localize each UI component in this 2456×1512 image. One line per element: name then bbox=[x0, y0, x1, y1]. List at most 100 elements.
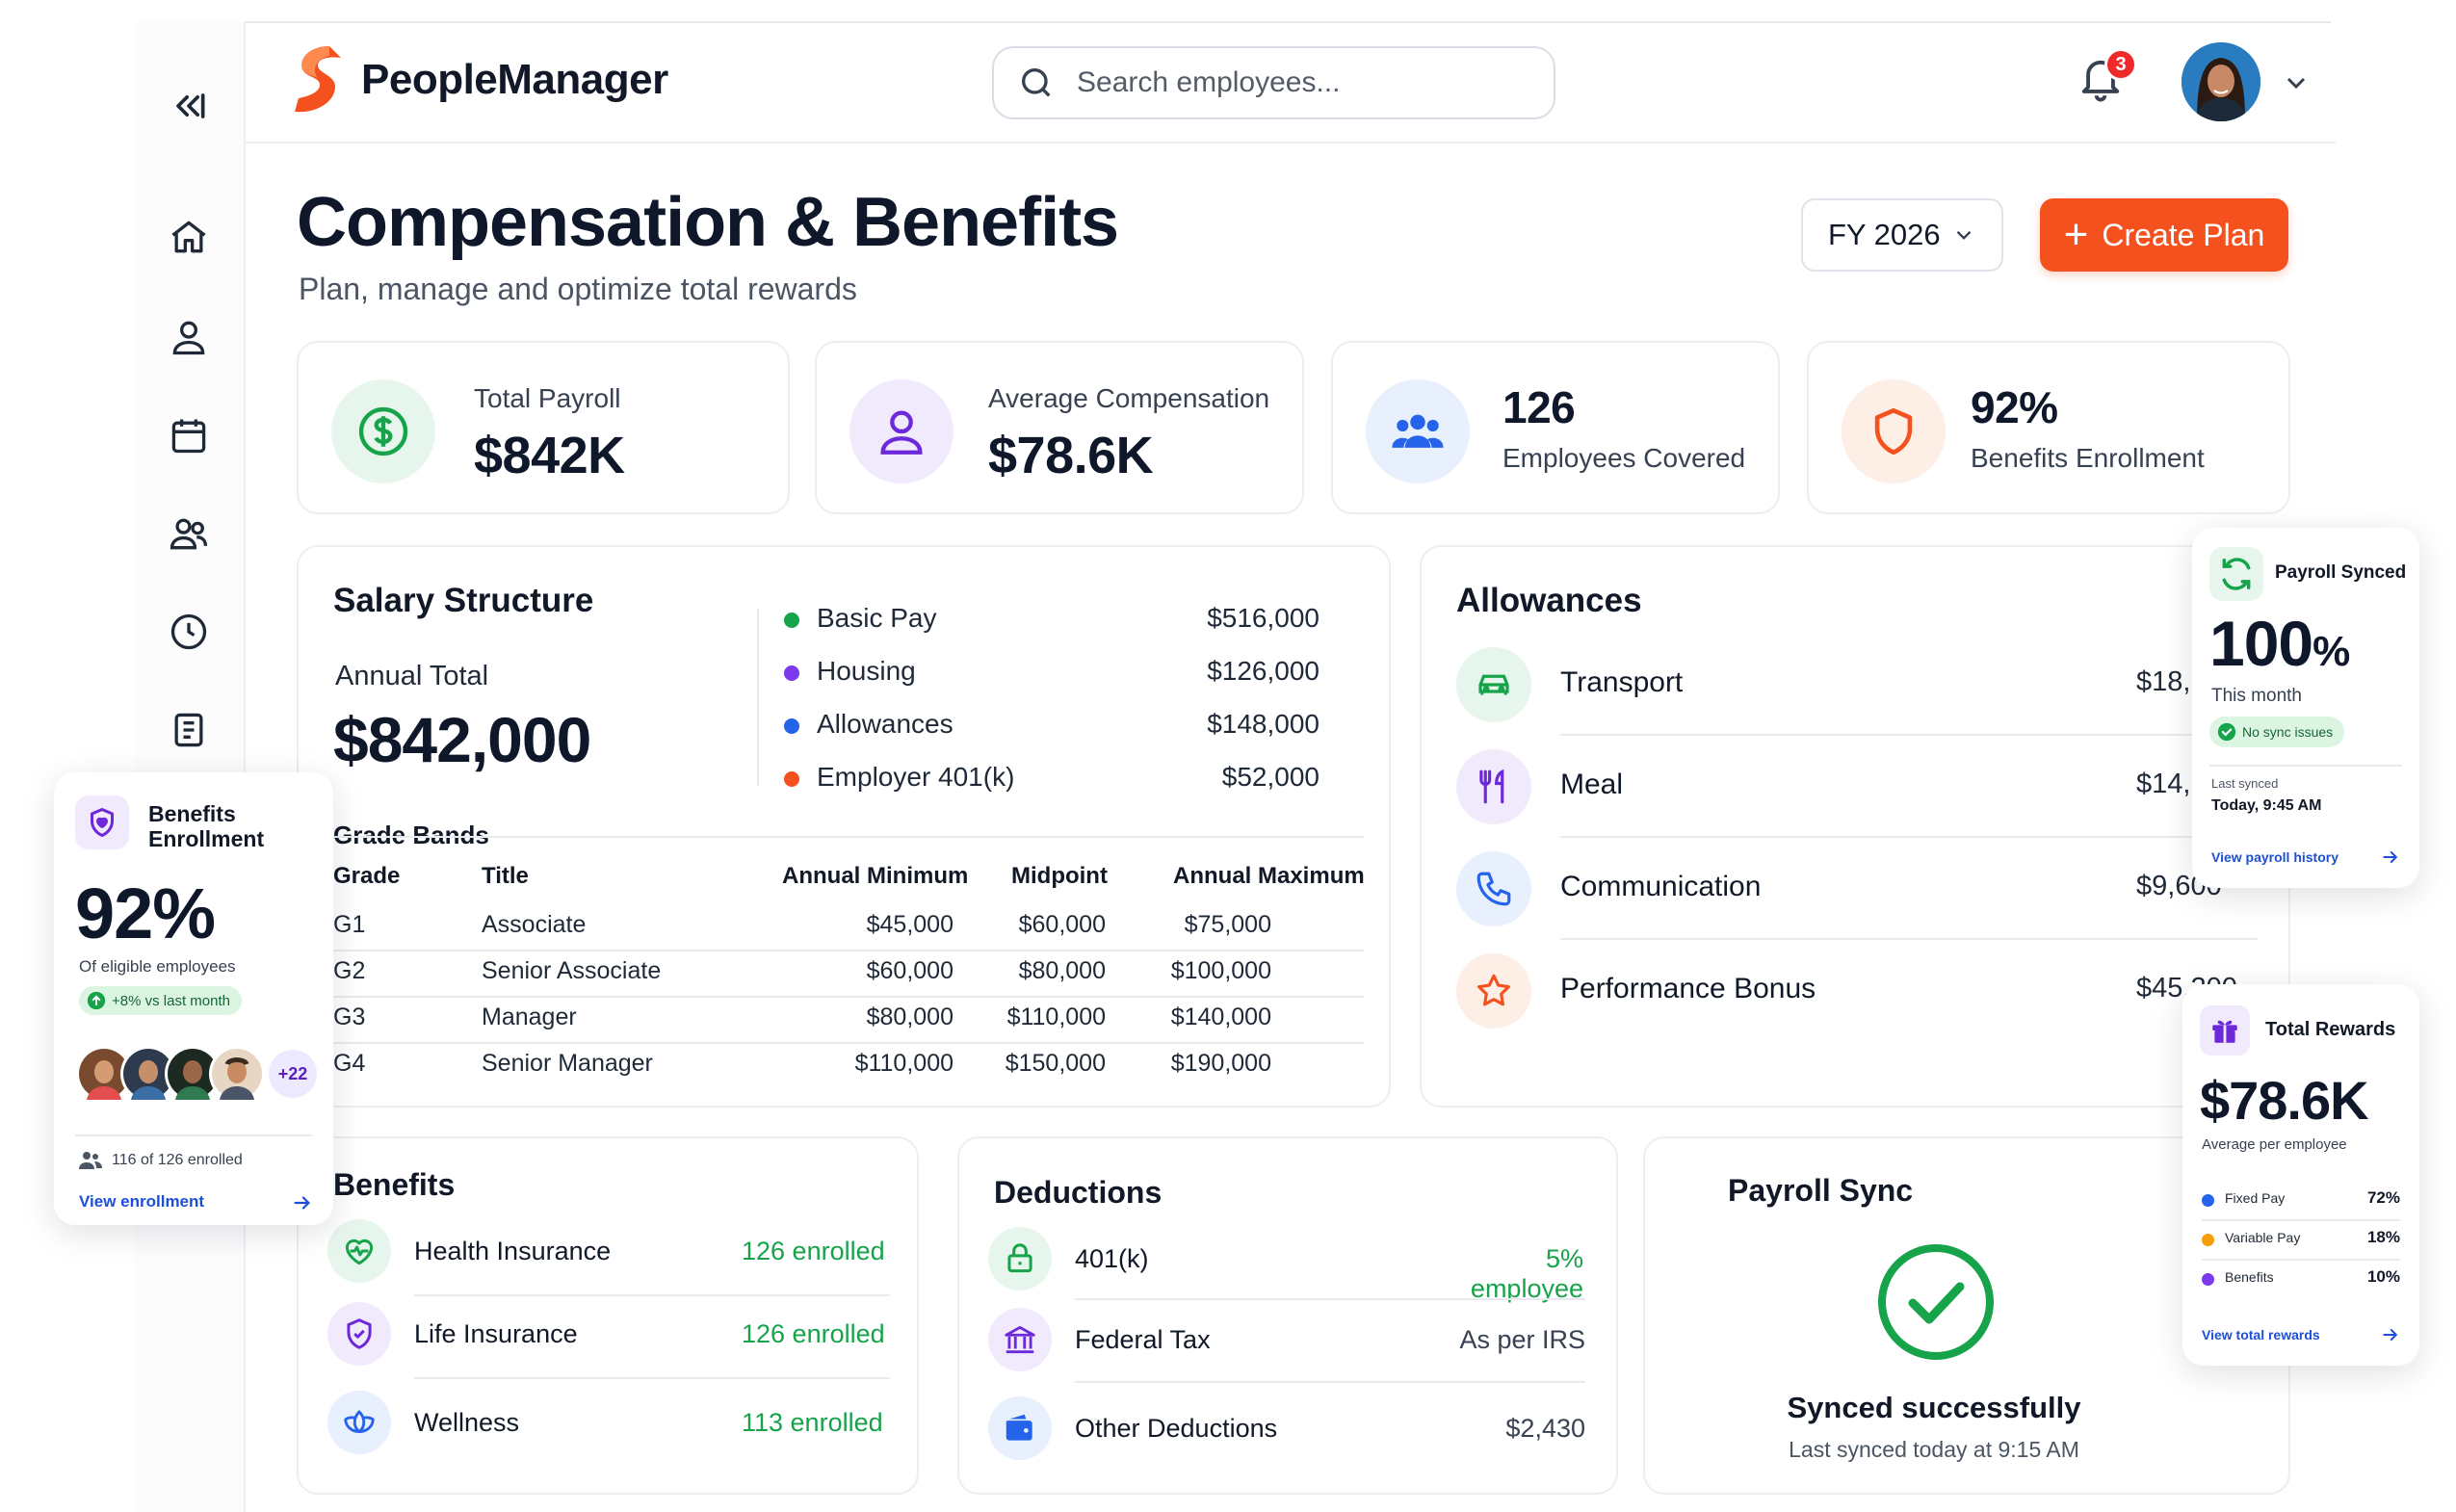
kpi-total-payroll[interactable]: Total Payroll $842K bbox=[297, 341, 790, 514]
last-synced-label: Last synced bbox=[2211, 776, 2279, 791]
more-avatars-badge[interactable]: +22 bbox=[266, 1047, 320, 1101]
reward-label: Benefits bbox=[2225, 1269, 2274, 1285]
divider bbox=[1075, 1298, 1585, 1300]
widget-title: Payroll Synced bbox=[2275, 562, 2407, 583]
reward-value: 18% bbox=[2366, 1228, 2400, 1246]
grade-bands-title: Grade Bands bbox=[333, 821, 489, 849]
avatar bbox=[76, 1046, 132, 1102]
shield-icon bbox=[1842, 379, 1946, 483]
salary-structure-card: Salary Structure Annual Total $842,000 B… bbox=[297, 545, 1391, 1108]
kpi-label: Average Compensation bbox=[988, 383, 1270, 413]
team-icon bbox=[79, 1152, 102, 1169]
car-icon bbox=[1456, 647, 1531, 722]
phone-icon bbox=[1456, 851, 1531, 926]
chevron-down-icon[interactable] bbox=[2281, 67, 2312, 98]
section-title: Deductions bbox=[994, 1175, 1163, 1210]
arrow-right-icon[interactable] bbox=[2381, 847, 2400, 867]
benefit-label: Life Insurance bbox=[414, 1319, 578, 1348]
arrow-right-icon[interactable] bbox=[2381, 1325, 2400, 1344]
amount-cell: $80,000 bbox=[1018, 957, 1106, 984]
legend-dot bbox=[784, 718, 799, 734]
user-avatar[interactable] bbox=[2182, 42, 2260, 121]
collapse-left-icon[interactable] bbox=[162, 79, 216, 133]
divider bbox=[414, 1294, 890, 1296]
report-icon[interactable] bbox=[162, 703, 216, 757]
delta-text: +8% vs last month bbox=[112, 992, 230, 1009]
sync-status: Synced successfully bbox=[1787, 1391, 2081, 1424]
view-total-rewards-link[interactable]: View total rewards bbox=[2202, 1327, 2320, 1343]
arrow-right-icon[interactable] bbox=[291, 1192, 314, 1213]
deduction-value: As per IRS bbox=[1459, 1325, 1585, 1354]
amount-cell: $110,000 bbox=[1006, 1004, 1106, 1030]
divider bbox=[2202, 1219, 2400, 1221]
deduction-label: Federal Tax bbox=[1075, 1325, 1211, 1354]
kpi-label: Benefits Enrollment bbox=[1971, 443, 2205, 473]
widget-period: This month bbox=[2211, 686, 2302, 706]
benefit-count: 126 enrolled bbox=[742, 1319, 885, 1348]
breakdown-value: $52,000 bbox=[1221, 762, 1319, 792]
check-circle-icon bbox=[2217, 722, 2236, 742]
grade-cell: G2 bbox=[333, 957, 366, 984]
brand-name[interactable]: PeopleManager bbox=[361, 56, 668, 103]
view-payroll-history-link[interactable]: View payroll history bbox=[2211, 849, 2339, 865]
badge-text: No sync issues bbox=[2242, 724, 2334, 740]
arrow-up-icon bbox=[87, 991, 106, 1010]
divider bbox=[757, 609, 759, 786]
deductions-card: Deductions 401(k) 5% employee Federal Ta… bbox=[957, 1136, 1618, 1495]
fiscal-year-value: FY 2026 bbox=[1828, 218, 1941, 251]
check-circle-icon bbox=[1878, 1244, 1994, 1360]
create-plan-button[interactable]: + Create Plan bbox=[2040, 198, 2288, 272]
section-title: Payroll Sync bbox=[1728, 1173, 1914, 1208]
kpi-benefits-enrollment[interactable]: 92% Benefits Enrollment bbox=[1807, 341, 2290, 514]
allowance-label: Performance Bonus bbox=[1560, 973, 1816, 1004]
user-icon[interactable] bbox=[162, 310, 216, 364]
title-cell: Manager bbox=[482, 1004, 577, 1030]
amount-cell: $190,000 bbox=[1170, 1050, 1271, 1077]
breakdown-value: $516,000 bbox=[1207, 603, 1319, 633]
divider bbox=[333, 1042, 1364, 1044]
kpi-value: $842K bbox=[474, 427, 625, 484]
kpi-employees-covered[interactable]: 126 Employees Covered bbox=[1331, 341, 1780, 514]
allowance-label: Transport bbox=[1560, 666, 1684, 698]
heart-pulse-icon bbox=[327, 1219, 391, 1283]
chevron-down-icon bbox=[1956, 230, 1972, 240]
column-header: Grade bbox=[333, 863, 401, 889]
amount-cell: $140,000 bbox=[1170, 1004, 1271, 1030]
widget-title: Total Rewards bbox=[2265, 1019, 2396, 1040]
search-input[interactable] bbox=[1077, 66, 1520, 99]
breakdown-label: Basic Pay bbox=[817, 603, 937, 633]
delta-badge: +8% vs last month bbox=[79, 986, 242, 1015]
view-enrollment-link[interactable]: View enrollment bbox=[79, 1192, 205, 1211]
reward-label: Variable Pay bbox=[2225, 1230, 2301, 1245]
kpi-value: 92% bbox=[1971, 382, 2058, 432]
divider bbox=[75, 1134, 312, 1136]
widget-subtitle: Average per employee bbox=[2202, 1136, 2347, 1153]
home-icon[interactable] bbox=[162, 210, 216, 264]
widget-value-unit: % bbox=[2312, 628, 2350, 675]
sidebar bbox=[135, 21, 246, 1512]
widget-value-number: 100 bbox=[2209, 608, 2313, 679]
allowance-label: Communication bbox=[1560, 871, 1762, 902]
team-icon bbox=[1366, 379, 1470, 483]
fiscal-year-select[interactable]: FY 2026 bbox=[1801, 198, 2003, 272]
benefit-count: 126 enrolled bbox=[742, 1237, 885, 1265]
lotus-icon bbox=[327, 1391, 391, 1454]
team-icon[interactable] bbox=[162, 507, 216, 560]
brand-logo-icon bbox=[295, 46, 341, 113]
clock-icon[interactable] bbox=[162, 605, 216, 659]
search-box[interactable] bbox=[992, 46, 1555, 119]
sync-last: Last synced today at 9:15 AM bbox=[1789, 1437, 2079, 1462]
sync-icon bbox=[2209, 547, 2263, 601]
breakdown-label: Employer 401(k) bbox=[817, 762, 1015, 792]
divider bbox=[333, 836, 1364, 838]
star-icon bbox=[1456, 953, 1531, 1029]
kpi-average-compensation[interactable]: Average Compensation $78.6K bbox=[815, 341, 1304, 514]
divider bbox=[1560, 836, 2258, 838]
lock-icon bbox=[988, 1227, 1052, 1290]
amount-cell: $45,000 bbox=[866, 911, 954, 938]
calendar-icon[interactable] bbox=[162, 408, 216, 462]
column-header: Title bbox=[482, 863, 529, 889]
legend-dot bbox=[784, 613, 799, 628]
allowance-value: $18, bbox=[2136, 666, 2191, 697]
plus-icon: + bbox=[2063, 211, 2089, 258]
